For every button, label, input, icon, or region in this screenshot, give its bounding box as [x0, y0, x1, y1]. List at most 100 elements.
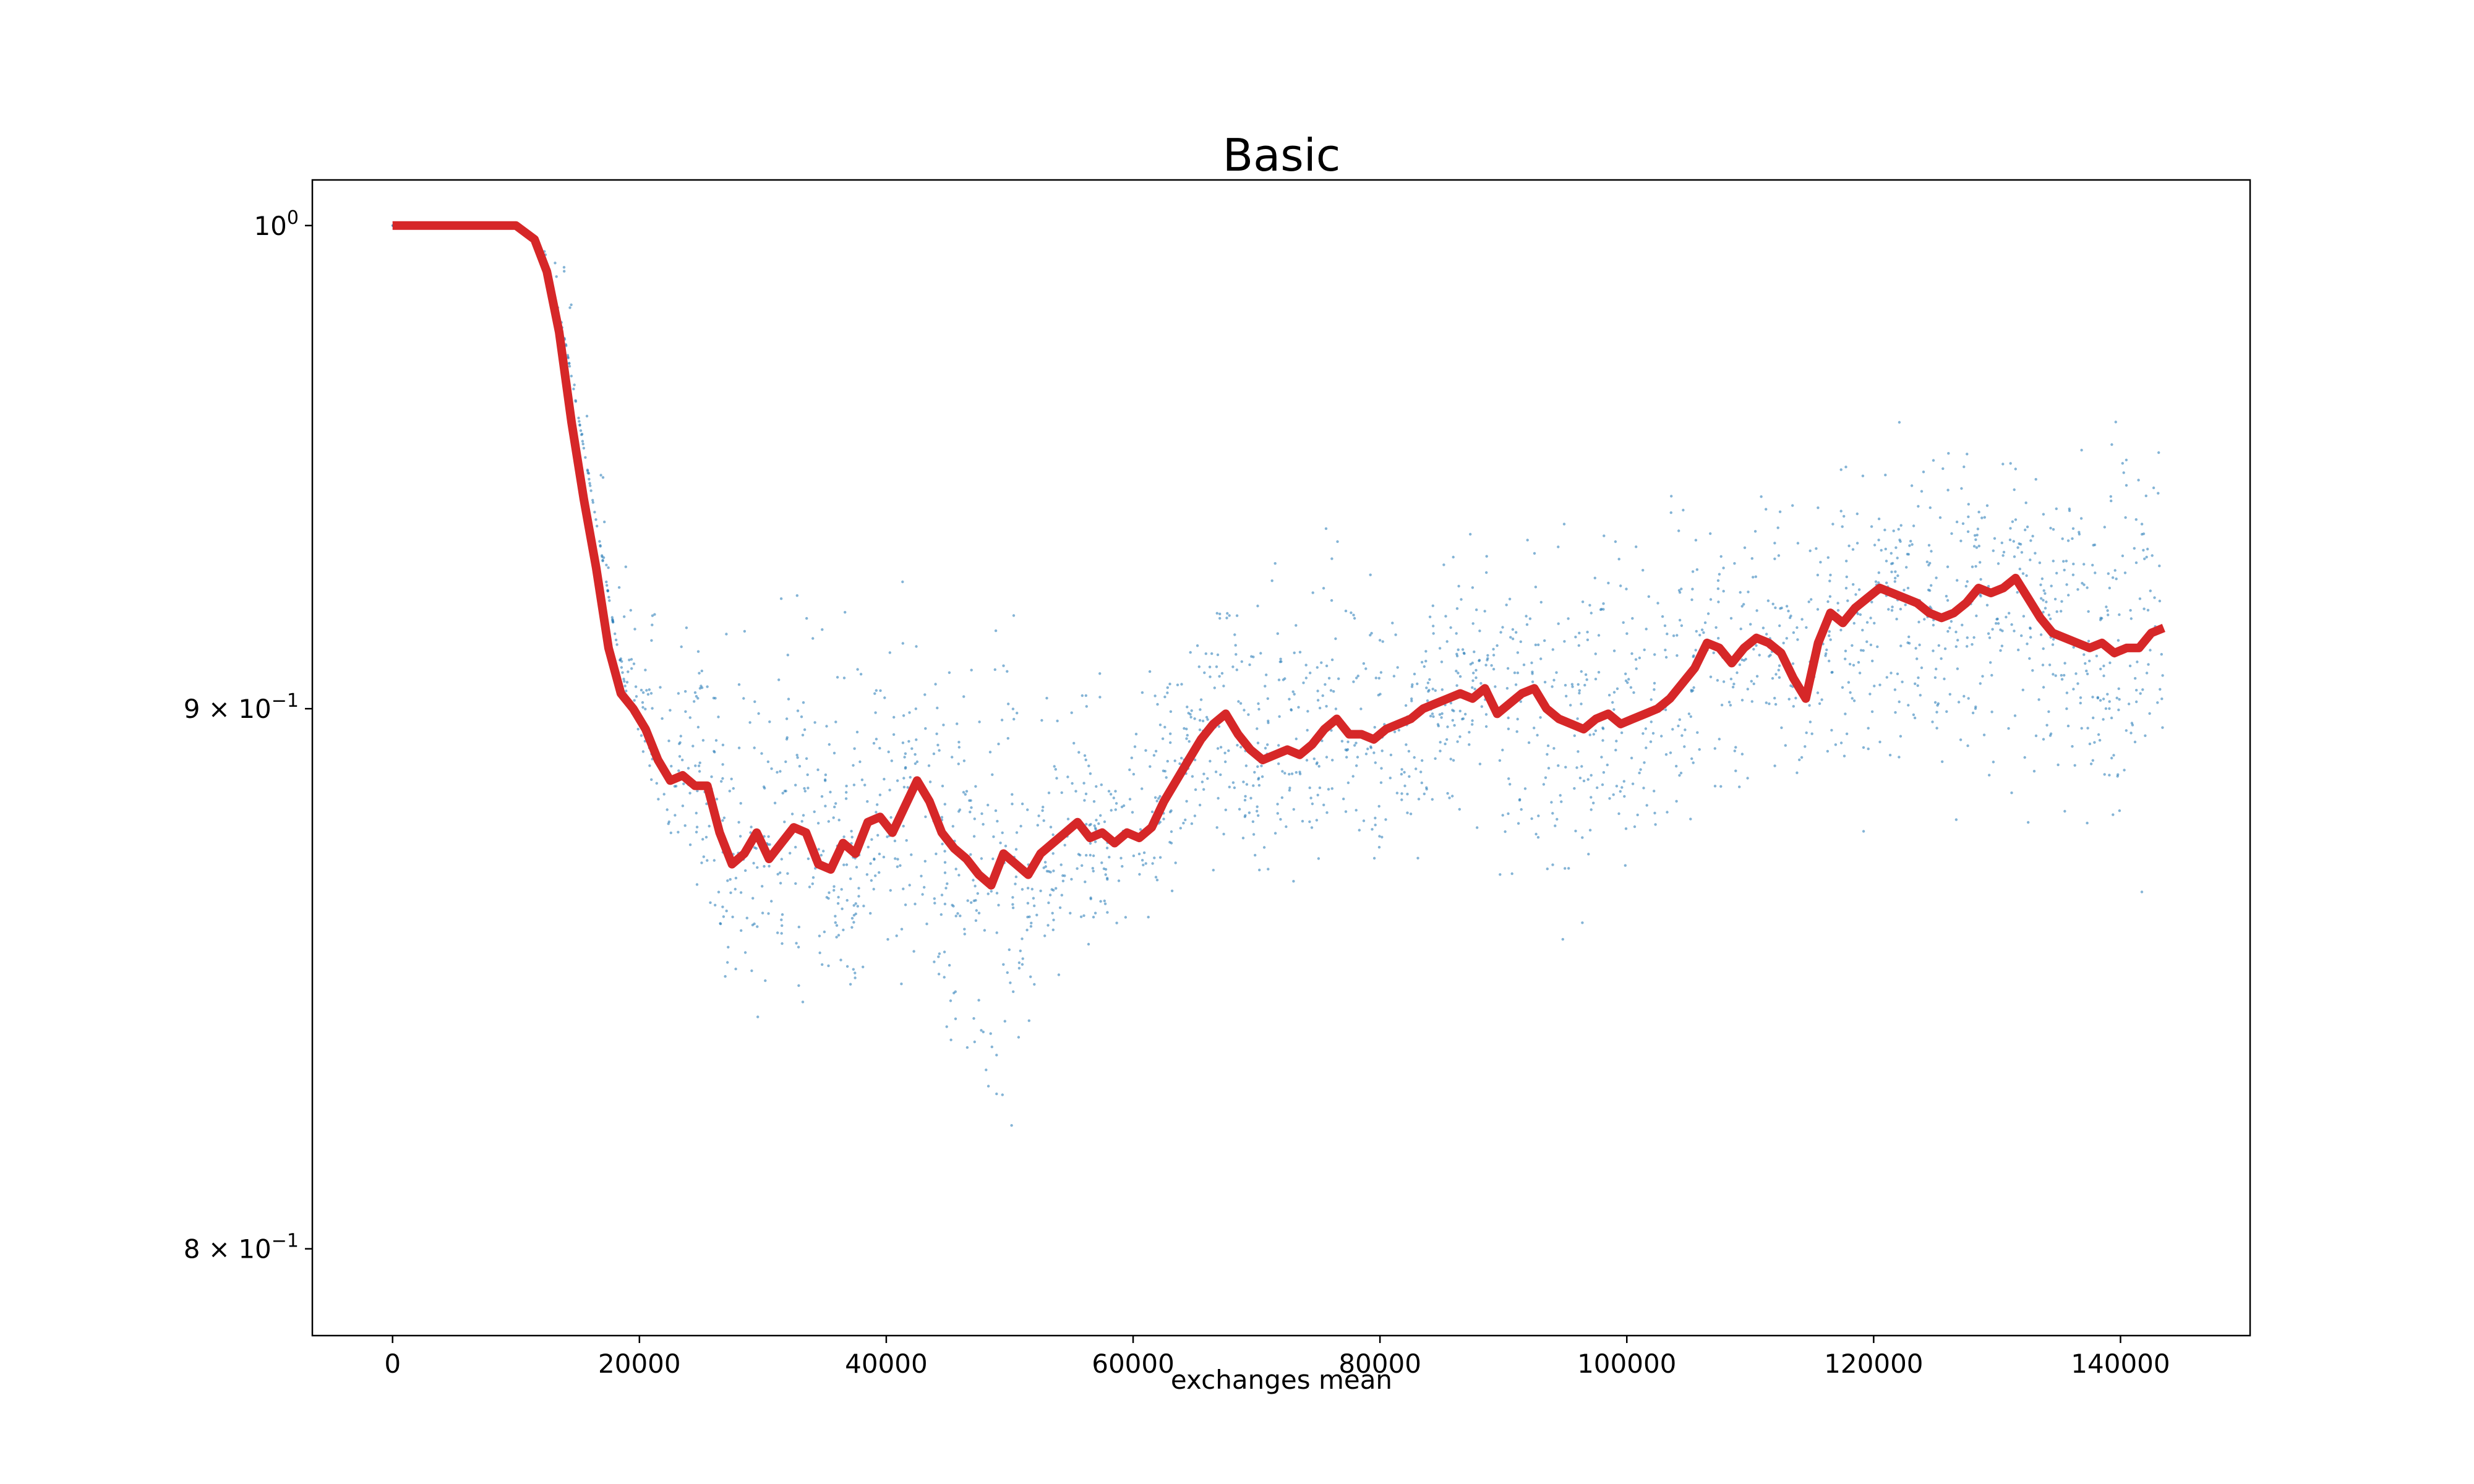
scatter-point [1256, 805, 1259, 808]
scatter-point [767, 912, 770, 915]
scatter-point [2157, 492, 2160, 495]
scatter-point [677, 830, 680, 834]
scatter-point [2134, 676, 2137, 680]
scatter-point [2018, 568, 2021, 571]
scatter-point [1732, 683, 1736, 686]
scatter-point [1266, 743, 1269, 746]
scatter-point [2129, 731, 2133, 735]
scatter-point [818, 951, 821, 955]
scatter-point [2071, 573, 2075, 576]
scatter-point [1519, 640, 1522, 644]
scatter-point [923, 859, 927, 863]
scatter-point [1989, 661, 1992, 664]
scatter-point [1847, 544, 1851, 547]
scatter-point [2086, 586, 2089, 589]
scatter-point [1862, 830, 1865, 833]
scatter-point [2026, 642, 2029, 646]
scatter-point [1581, 921, 1584, 924]
scatter-point [1381, 640, 1384, 643]
scatter-point [1636, 813, 1639, 817]
scatter-point [1372, 751, 1376, 754]
scatter-point [1516, 672, 1520, 675]
scatter-point [1696, 731, 1699, 734]
scatter-point [2023, 756, 2026, 759]
scatter-point [1537, 814, 1540, 817]
scatter-point [1747, 591, 1750, 594]
scatter-point [1056, 719, 1059, 723]
scatter-point [1119, 856, 1123, 860]
scatter-point [1014, 848, 1018, 851]
scatter-point [2112, 813, 2115, 816]
scatter-point [780, 858, 784, 861]
scatter-point [1852, 699, 1856, 702]
scatter-point [1258, 868, 1261, 872]
scatter-point [1378, 639, 1382, 642]
scatter-point [1036, 824, 1040, 827]
scatter-point [781, 791, 784, 795]
scatter-point [975, 909, 978, 912]
scatter-point [1002, 963, 1005, 966]
scatter-point [1848, 662, 1852, 666]
scatter-point [1906, 586, 1910, 590]
scatter-point [1612, 649, 1616, 652]
scatter-point [1980, 516, 1984, 519]
scatter-point [1844, 466, 1847, 469]
scatter-point [824, 804, 827, 808]
scatter-point [1216, 747, 1220, 750]
scatter-point [923, 885, 926, 889]
scatter-point [875, 811, 878, 814]
scatter-point [849, 983, 852, 986]
scatter-point [701, 739, 705, 742]
scatter-point [1672, 634, 1676, 638]
scatter-point [878, 746, 881, 750]
scatter-point [1045, 869, 1049, 873]
scatter-point [1158, 856, 1162, 859]
scatter-point [869, 911, 872, 915]
scatter-point [1845, 732, 1849, 736]
scatter-point [1106, 911, 1109, 914]
scatter-point [1267, 868, 1270, 871]
scatter-point [1147, 916, 1150, 919]
scatter-point [1057, 973, 1061, 976]
scatter-point [844, 797, 848, 800]
scatter-point [1669, 751, 1672, 754]
scatter-point [1666, 811, 1669, 814]
scatter-point [1716, 587, 1720, 591]
scatter-point [894, 857, 897, 860]
scatter-point [2063, 568, 2066, 572]
scatter-point [1841, 686, 1844, 689]
scatter-point [2032, 770, 2036, 773]
scatter-point [786, 654, 790, 657]
scatter-point [1927, 544, 1931, 547]
scatter-point [1266, 697, 1269, 701]
scatter-point [1617, 558, 1620, 561]
scatter-point [1216, 653, 1220, 657]
scatter-point [842, 835, 845, 838]
scatter-point [1479, 682, 1483, 685]
scatter-point [651, 614, 654, 617]
scatter-point [862, 965, 865, 969]
scatter-point [1227, 749, 1230, 753]
scatter-point [1298, 650, 1302, 654]
scatter-point [1519, 700, 1522, 703]
scatter-point [2038, 561, 2042, 565]
scatter-point [1440, 688, 1444, 691]
scatter-point [987, 803, 990, 807]
scatter-point [1359, 707, 1363, 710]
scatter-point [963, 927, 966, 931]
scatter-point [1257, 702, 1260, 706]
scatter-point [667, 822, 670, 825]
scatter-point [888, 788, 891, 791]
scatter-point [1611, 701, 1614, 704]
scatter-point [1883, 528, 1886, 532]
scatter-point [2159, 688, 2162, 691]
scatter-point [900, 927, 904, 931]
scatter-point [1826, 749, 1830, 753]
scatter-point [2102, 718, 2105, 721]
scatter-point [915, 645, 918, 648]
scatter-point [599, 474, 602, 477]
scatter-point [1738, 785, 1741, 788]
scatter-point [1308, 820, 1311, 824]
scatter-point [1492, 654, 1496, 657]
scatter-point [1909, 540, 1912, 543]
